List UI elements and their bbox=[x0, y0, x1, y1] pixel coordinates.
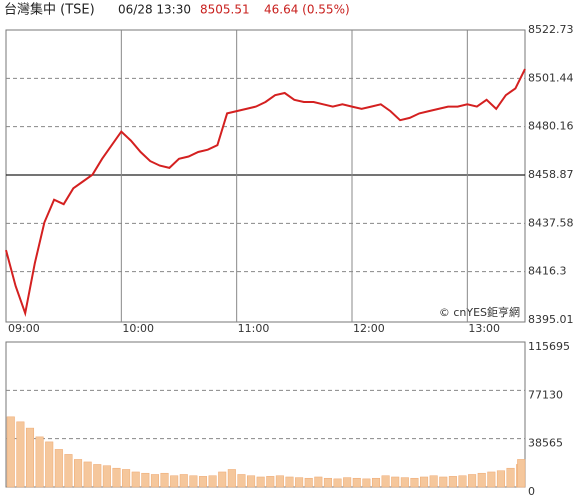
volume-bar bbox=[131, 471, 140, 488]
volume-bar bbox=[208, 475, 217, 488]
volume-bar bbox=[218, 471, 227, 488]
volume-bar bbox=[496, 470, 505, 488]
volume-bar bbox=[304, 477, 313, 488]
volume-bar bbox=[93, 464, 102, 488]
volume-bar bbox=[352, 477, 361, 488]
volume-bar bbox=[410, 477, 419, 488]
volume-bar bbox=[16, 421, 25, 488]
change: 46.64 (0.55%) bbox=[264, 3, 350, 17]
price-frame bbox=[5, 29, 526, 323]
volume-bar bbox=[448, 476, 457, 488]
y-tick-label: 77130 bbox=[528, 388, 563, 401]
volume-bar bbox=[477, 472, 486, 488]
x-tick-label: 09:00 bbox=[8, 322, 40, 335]
volume-bar bbox=[285, 476, 294, 488]
volume-bar bbox=[179, 474, 188, 488]
volume-bar bbox=[237, 474, 246, 488]
volume-bar bbox=[439, 476, 448, 488]
volume-bar bbox=[102, 465, 111, 488]
y-tick-label: 8522.73 bbox=[528, 23, 574, 36]
volume-bar bbox=[83, 461, 92, 488]
volume-bar bbox=[323, 477, 332, 488]
volume-bar bbox=[45, 441, 54, 488]
volume-bar bbox=[420, 476, 429, 488]
volume-bar bbox=[54, 449, 63, 488]
volume-bar bbox=[64, 454, 73, 488]
x-tick-label: 13:00 bbox=[468, 322, 500, 335]
x-tick-label: 10:00 bbox=[122, 322, 154, 335]
index-name: 台灣集中 (TSE) bbox=[4, 2, 95, 18]
volume-bar bbox=[371, 477, 381, 488]
volume-bar bbox=[391, 476, 400, 488]
x-tick-label: 12:00 bbox=[353, 322, 385, 335]
volume-bar bbox=[150, 474, 159, 488]
y-tick-label: 8480.16 bbox=[528, 120, 574, 133]
volume-bar bbox=[170, 475, 179, 488]
volume-bar bbox=[141, 472, 150, 488]
volume-bar bbox=[429, 475, 438, 488]
volume-bar bbox=[333, 478, 342, 488]
price: 8505.51 bbox=[200, 3, 250, 17]
y-tick-label: 0 bbox=[528, 485, 535, 498]
volume-bar bbox=[6, 416, 15, 488]
x-tick-label: 11:00 bbox=[238, 322, 270, 335]
y-tick-label: 8395.01 bbox=[528, 313, 574, 326]
volume-bar bbox=[160, 472, 169, 488]
volume-bar bbox=[112, 467, 121, 488]
volume-bar bbox=[247, 475, 256, 488]
volume-bar bbox=[314, 476, 323, 488]
volume-bar bbox=[295, 477, 304, 488]
volume-bar bbox=[343, 477, 352, 488]
y-tick-label: 8458.87 bbox=[528, 168, 574, 181]
y-tick-label: 8416.3 bbox=[528, 265, 567, 278]
volume-bar bbox=[198, 476, 208, 488]
volume-frame bbox=[5, 341, 526, 488]
y-tick-label: 38565 bbox=[528, 437, 563, 450]
volume-bar bbox=[227, 469, 236, 488]
volume-bar bbox=[400, 477, 409, 488]
volume-bar bbox=[506, 467, 515, 488]
volume-bar bbox=[189, 475, 198, 488]
volume-bar bbox=[458, 475, 467, 488]
volume-bar bbox=[256, 476, 265, 488]
volume-bar bbox=[468, 474, 477, 488]
time: 06/28 13:30 bbox=[118, 3, 191, 17]
volume-bar bbox=[517, 459, 526, 488]
volume-bar bbox=[362, 478, 371, 488]
volume-bar bbox=[122, 469, 131, 488]
y-tick-label: 8437.58 bbox=[528, 216, 574, 229]
y-tick-label: 115695 bbox=[528, 340, 570, 353]
y-tick-label: 8501.44 bbox=[528, 71, 574, 84]
volume-bar bbox=[74, 459, 83, 488]
volume-bar bbox=[381, 475, 390, 488]
credit: © cnYES鉅亨網 bbox=[439, 305, 520, 319]
volume-bar bbox=[25, 427, 35, 488]
volume-bar bbox=[487, 471, 496, 488]
volume-bar bbox=[35, 436, 44, 488]
volume-bar bbox=[266, 476, 275, 488]
price-line bbox=[5, 68, 526, 318]
volume-bar bbox=[275, 475, 284, 488]
